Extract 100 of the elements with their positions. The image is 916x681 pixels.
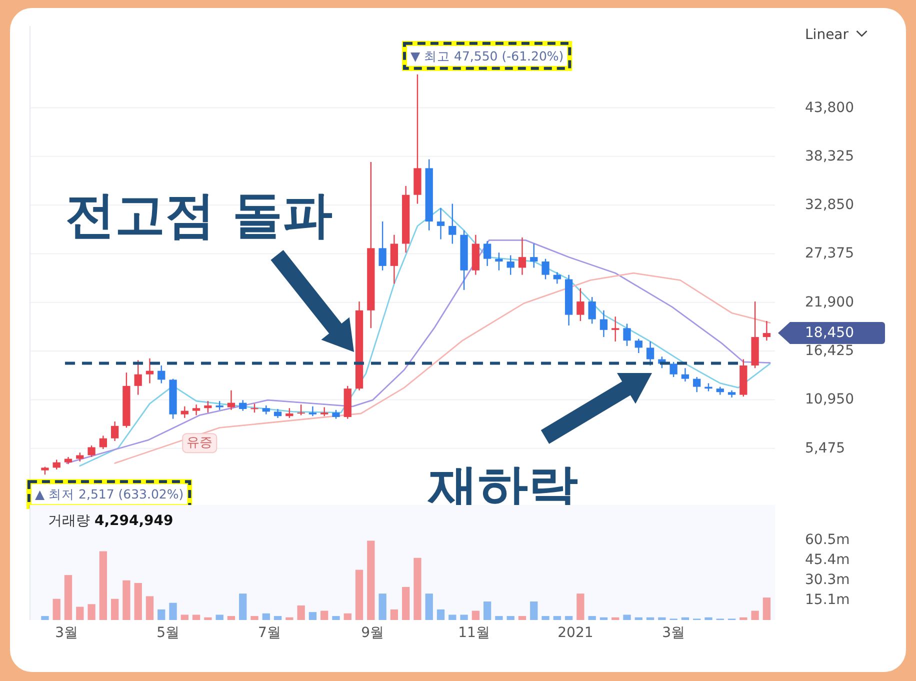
bar — [332, 616, 340, 620]
bar — [483, 601, 492, 620]
bar — [564, 616, 573, 620]
candlestick — [146, 358, 154, 384]
annotation: ▲ 최저 2,517 (633.02%) — [34, 486, 184, 502]
annotation: 18,450 — [805, 325, 854, 342]
candlestick — [693, 376, 701, 393]
bar — [600, 617, 608, 620]
bar — [623, 614, 631, 620]
candlestick — [553, 272, 561, 284]
candlestick — [600, 310, 608, 338]
candlestick — [204, 400, 212, 414]
candlestick — [495, 252, 503, 271]
candlestick — [634, 338, 642, 354]
bar — [740, 617, 748, 620]
bar — [216, 614, 224, 620]
y-tick-label: 15.1m — [805, 592, 850, 608]
bar — [425, 594, 433, 620]
bar — [762, 598, 771, 620]
bar — [99, 551, 107, 620]
bar — [262, 613, 270, 620]
candlestick — [134, 360, 142, 396]
candlestick — [110, 420, 119, 442]
y-tick-label: 45.4m — [805, 552, 850, 568]
bar — [472, 610, 480, 620]
x-tick-label: 3월 — [55, 625, 78, 641]
bar — [250, 616, 258, 620]
bar — [274, 616, 282, 620]
candlestick — [192, 404, 200, 416]
x-tick-label: 9월 — [361, 625, 384, 641]
candlestick — [576, 288, 584, 322]
annotation: 유증 — [186, 436, 213, 451]
y-tick-label: 43,800 — [805, 100, 854, 116]
candlestick — [378, 220, 386, 271]
bar — [751, 610, 759, 620]
annotation: ▼ 최고 47,550 (-61.20%) — [410, 48, 564, 64]
y-tick-label: 16,425 — [805, 343, 854, 360]
candlestick — [52, 459, 60, 470]
bar — [52, 598, 60, 620]
bar — [612, 617, 620, 620]
candlestick — [518, 236, 526, 276]
candlestick — [297, 404, 305, 416]
bar — [192, 614, 200, 620]
bar — [495, 616, 503, 620]
candlestick — [308, 406, 317, 417]
bar — [41, 616, 49, 620]
y-tick-label: 27,375 — [805, 246, 854, 262]
candlestick — [99, 435, 107, 450]
candlestick — [588, 296, 596, 324]
bar — [436, 609, 445, 620]
bar — [367, 540, 375, 620]
bar — [286, 617, 294, 620]
bar — [122, 580, 130, 620]
candlestick — [158, 364, 166, 384]
y-tick-label: 10,950 — [805, 392, 854, 408]
bar — [239, 594, 247, 620]
bar — [227, 616, 236, 620]
bar — [88, 604, 96, 620]
bar — [588, 616, 596, 620]
bar — [320, 610, 328, 620]
bar — [204, 617, 212, 620]
candlestick — [530, 243, 538, 268]
bar — [344, 613, 352, 620]
y-tick-label: 30.3m — [805, 572, 850, 588]
candlestick — [436, 208, 445, 240]
candlestick — [623, 323, 631, 347]
x-tick-label: 7월 — [258, 625, 281, 641]
candlestick — [483, 240, 492, 267]
bar — [308, 612, 317, 620]
candlestick — [286, 408, 294, 419]
text: Linear — [805, 27, 849, 43]
bar — [530, 601, 538, 620]
bar — [646, 617, 654, 620]
y-tick-label: 32,850 — [805, 197, 854, 214]
x-tick-label: 11월 — [458, 625, 490, 641]
bar — [378, 594, 386, 620]
bar — [180, 614, 188, 620]
bar — [390, 609, 398, 620]
bar — [414, 558, 422, 620]
bar — [169, 602, 177, 620]
bar — [658, 617, 666, 620]
x-tick-label: 5월 — [156, 625, 180, 641]
candlestick — [239, 400, 247, 412]
bar — [402, 586, 410, 620]
bar — [355, 570, 364, 620]
candlestick — [542, 258, 550, 280]
bar — [576, 594, 584, 620]
text: 거래량 4,294,949 — [48, 513, 174, 529]
candlestick — [320, 406, 328, 417]
annotation: 전고점 돌파 — [65, 186, 332, 244]
candlestick — [88, 444, 96, 458]
candlestick — [681, 368, 690, 382]
candlestick — [762, 320, 771, 342]
bar — [704, 617, 712, 620]
y-tick-label: 5,475 — [805, 440, 846, 456]
candlestick — [180, 406, 188, 419]
bar — [64, 575, 72, 620]
candlestick — [612, 316, 620, 342]
x-tick-label: 2021 — [558, 625, 594, 641]
y-tick-label: 38,325 — [805, 148, 854, 164]
